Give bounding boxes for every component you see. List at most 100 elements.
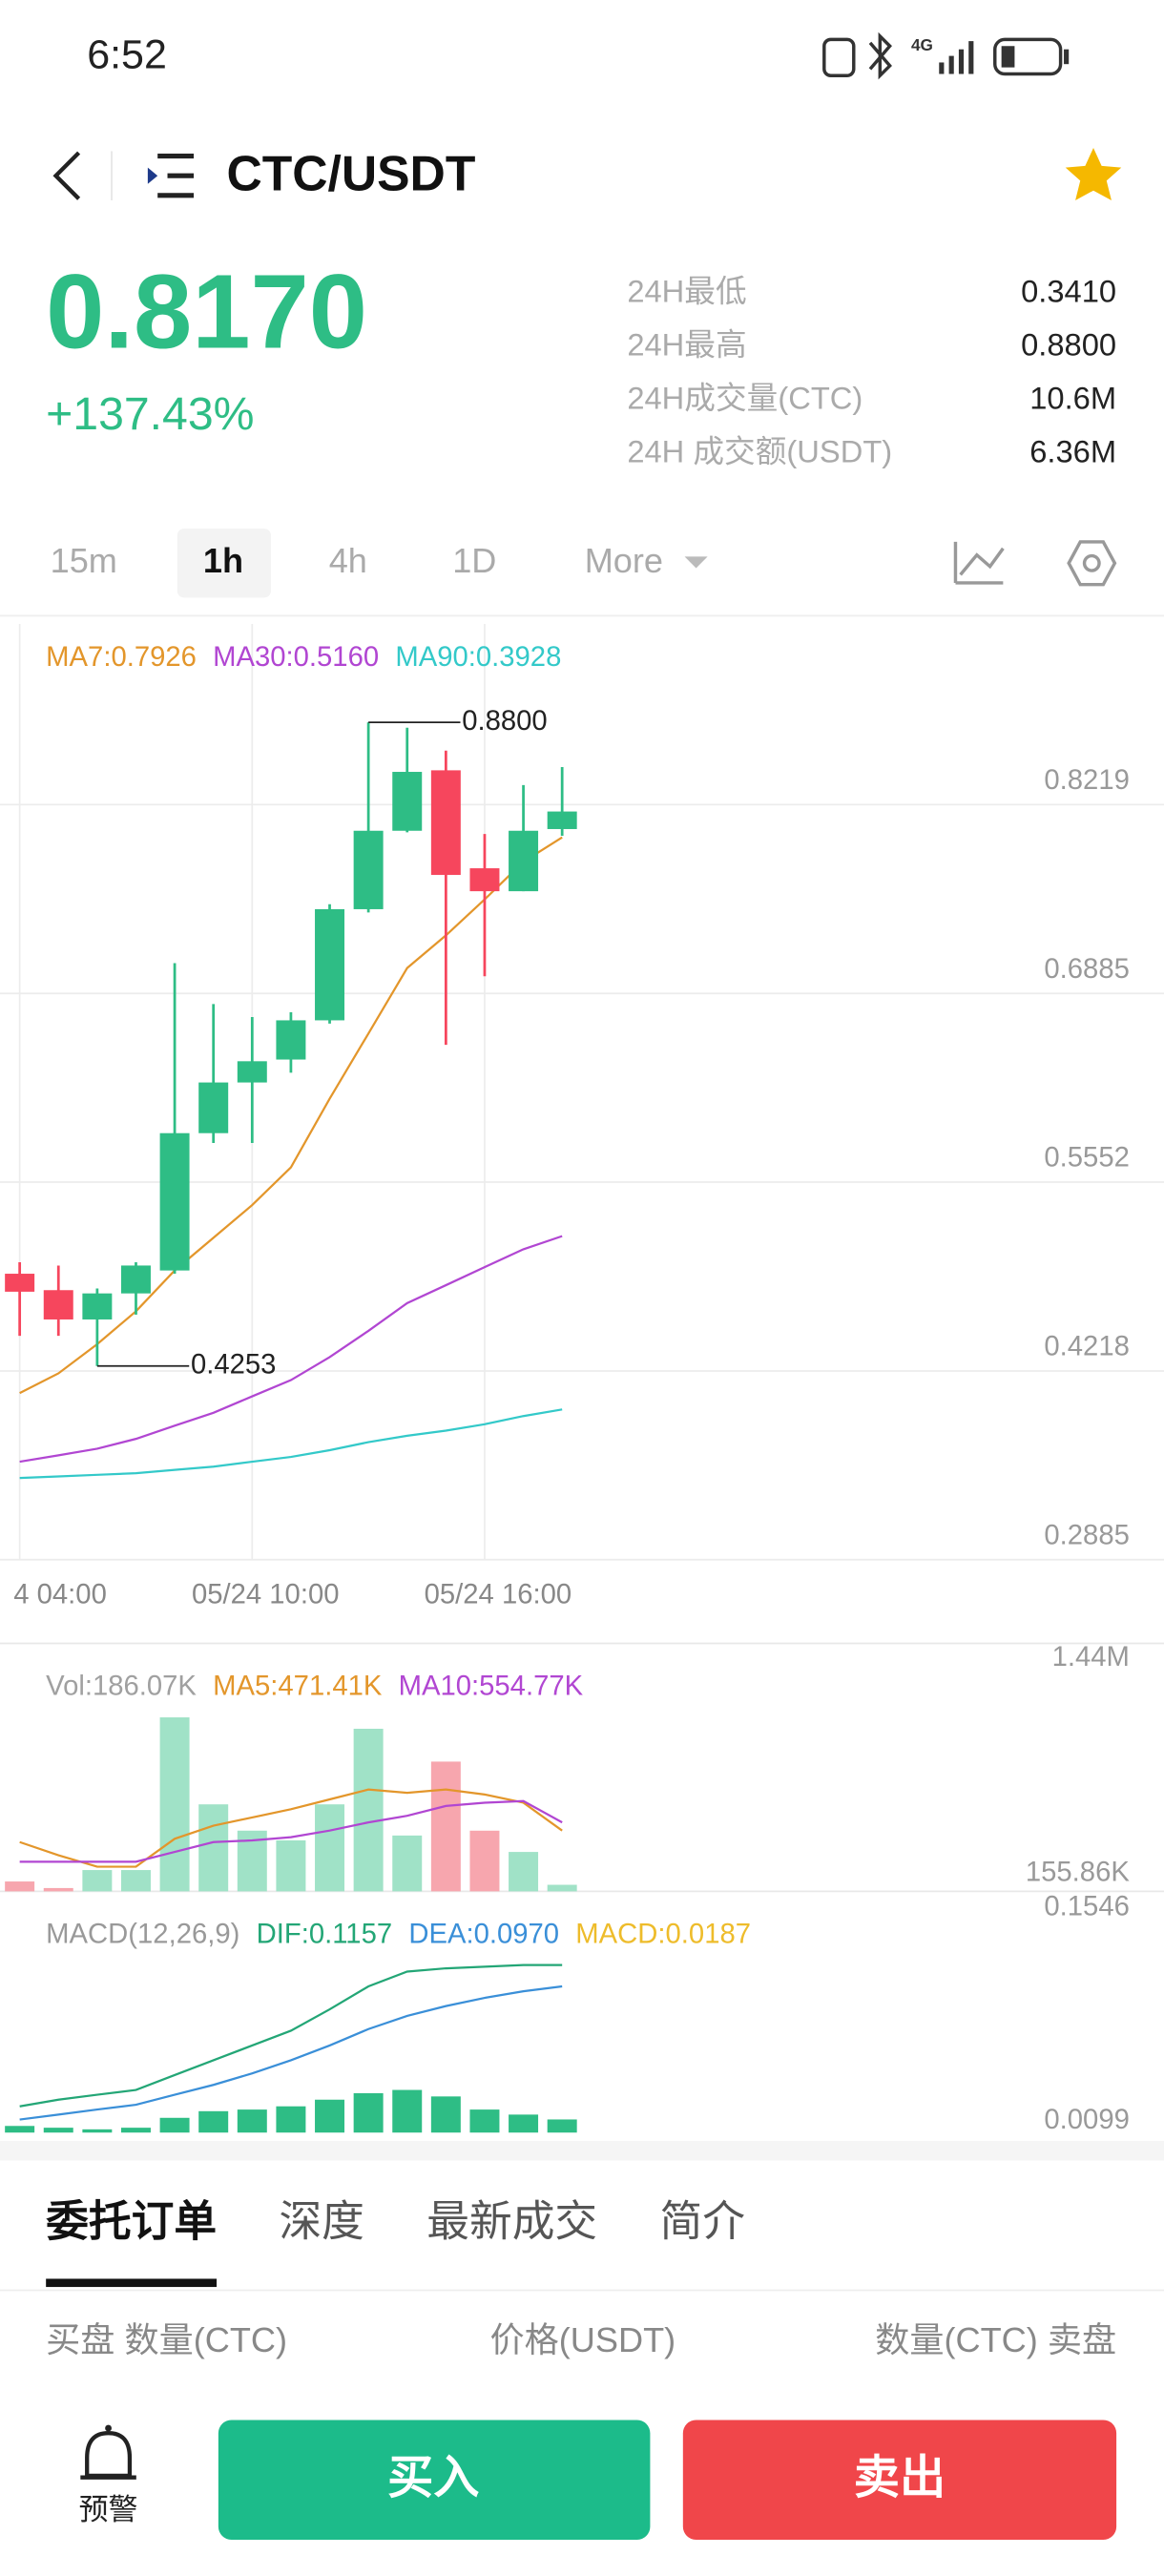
indicator-line xyxy=(19,1235,563,1464)
y-tick-label: 0.1546 xyxy=(1044,1891,1129,1922)
macd-bar xyxy=(120,2128,151,2133)
macd-bar xyxy=(353,2092,384,2133)
indicator-line xyxy=(19,836,563,1395)
y-tick-label: 1.44M xyxy=(1052,1642,1130,1672)
indicator-line xyxy=(19,1984,563,2121)
settings-dot xyxy=(1082,553,1101,572)
volume-bar xyxy=(82,1870,113,1892)
timeframe-tab[interactable]: 1D xyxy=(452,541,496,580)
candle-body xyxy=(276,1020,306,1060)
price-change: +137.43% xyxy=(46,388,254,440)
candle-body xyxy=(198,1082,229,1133)
buy-button[interactable] xyxy=(218,2420,651,2541)
legend-entry: MA10:554.77K xyxy=(399,1672,584,1702)
macd-bar xyxy=(469,2109,500,2133)
volume-bar xyxy=(547,1884,577,1892)
settings-button[interactable] xyxy=(1067,540,1117,587)
candle-body xyxy=(547,811,577,829)
y-tick-label: 0.4218 xyxy=(1044,1332,1129,1362)
candle-body xyxy=(430,770,461,876)
status-icons xyxy=(822,31,1070,80)
macd-bar xyxy=(547,2119,577,2133)
candle-body xyxy=(315,908,345,1021)
macd-bar xyxy=(430,2096,461,2133)
candle-body xyxy=(237,1061,267,1083)
x-tick-label: 05/24 10:00 xyxy=(192,1579,340,1610)
candle-body xyxy=(120,1265,151,1294)
order-tab[interactable]: 委托订单 xyxy=(46,2198,217,2245)
timeframe-tab[interactable]: 4h xyxy=(329,541,367,580)
stat-value: 6.36M xyxy=(1029,434,1116,469)
back-button[interactable] xyxy=(52,151,81,200)
column-header: 价格(USDT) xyxy=(490,2320,676,2359)
timeframe-tab[interactable]: 15m xyxy=(51,541,117,580)
legend-entry: MACD(12,26,9) xyxy=(46,1920,239,1950)
volume-bar xyxy=(120,1870,151,1892)
order-tab[interactable]: 简介 xyxy=(660,2198,745,2245)
menu-button[interactable] xyxy=(157,153,195,198)
stat-label: 24H 成交额(USDT) xyxy=(627,434,892,469)
active-tab-bg xyxy=(177,529,271,598)
volume-bar xyxy=(159,1717,190,1892)
candle-body xyxy=(509,830,539,892)
candle-body xyxy=(392,772,423,831)
chart-type-button[interactable] xyxy=(953,541,1005,585)
candle-body xyxy=(82,1293,113,1319)
more-arrow[interactable] xyxy=(684,556,708,569)
column-header: 买盘 数量(CTC) xyxy=(46,2320,287,2359)
timeframe-tabs: 15m 1h 4h 1D More xyxy=(51,541,663,580)
legend-entry: Vol:186.07K xyxy=(46,1672,197,1702)
indicator-line xyxy=(19,1963,563,2108)
order-tab[interactable]: 深度 xyxy=(279,2198,364,2245)
legend-entry: DEA:0.0970 xyxy=(408,1920,559,1950)
indicator-line xyxy=(19,1788,563,1868)
macd-bar xyxy=(5,2126,35,2133)
x-tick-label: 05/24 16:00 xyxy=(425,1579,572,1610)
y-tick-label: 0.0099 xyxy=(1044,2105,1129,2135)
y-tick-label: 155.86K xyxy=(1026,1857,1130,1887)
candle-body xyxy=(353,830,384,909)
macd-bar xyxy=(237,2109,267,2133)
order-tabs: 委托订单 深度 最新成交 简介 xyxy=(46,2198,745,2288)
stat-label: 24H最低 xyxy=(627,274,746,309)
favorite-star[interactable] xyxy=(1065,147,1122,201)
volume-bar xyxy=(5,1881,35,1892)
extreme-label: 0.4253 xyxy=(191,1350,276,1381)
volume-bar xyxy=(469,1830,500,1892)
timeframe-tab[interactable]: More xyxy=(585,541,663,580)
macd-bar xyxy=(198,2110,229,2133)
macd-bar xyxy=(82,2129,113,2133)
alert-label: 预警 xyxy=(79,2493,138,2526)
volume-bar xyxy=(430,1761,461,1892)
candle-body xyxy=(5,1274,35,1292)
sell-button[interactable] xyxy=(682,2420,1117,2541)
legend-entry: DIF:0.1157 xyxy=(257,1920,393,1950)
stat-value: 0.3410 xyxy=(1021,274,1116,309)
volume-bar xyxy=(315,1804,345,1892)
macd-bar xyxy=(392,2089,423,2133)
y-tick-label: 0.6885 xyxy=(1044,954,1129,985)
y-tick-label: 0.2885 xyxy=(1044,1520,1129,1550)
charts: 0.8219 0.6885 0.5552 0.4218 0.2885 4 04:00 05/… xyxy=(0,623,1164,2135)
volume-bar xyxy=(509,1852,539,1892)
stat-value: 0.8800 xyxy=(1021,327,1116,363)
net-type: 4G xyxy=(911,35,933,54)
signal-icon: 4G xyxy=(911,35,974,74)
candle-body xyxy=(469,868,500,892)
alert-button[interactable]: 预警 xyxy=(79,2424,138,2526)
macd-bar xyxy=(159,2117,190,2133)
stats: 24H最低 0.3410 24H最高 0.8800 24H成交量(CTC) 10.6M 24… xyxy=(627,274,1116,469)
order-tab[interactable]: 最新成交 xyxy=(426,2198,597,2245)
x-tick-label: 4 04:00 xyxy=(13,1579,107,1610)
legend-entry: MA30:0.5160 xyxy=(213,642,379,673)
timeframe-tab[interactable]: 1h xyxy=(203,541,243,580)
stat-label: 24H最高 xyxy=(627,327,746,363)
macd-bar xyxy=(509,2114,539,2133)
buy-label: 买入 xyxy=(387,2452,479,2503)
legend-entry: MACD:0.0187 xyxy=(575,1920,751,1950)
candle-body xyxy=(43,1290,73,1319)
macd-bar xyxy=(276,2106,306,2133)
status-time: 6:52 xyxy=(87,32,167,78)
